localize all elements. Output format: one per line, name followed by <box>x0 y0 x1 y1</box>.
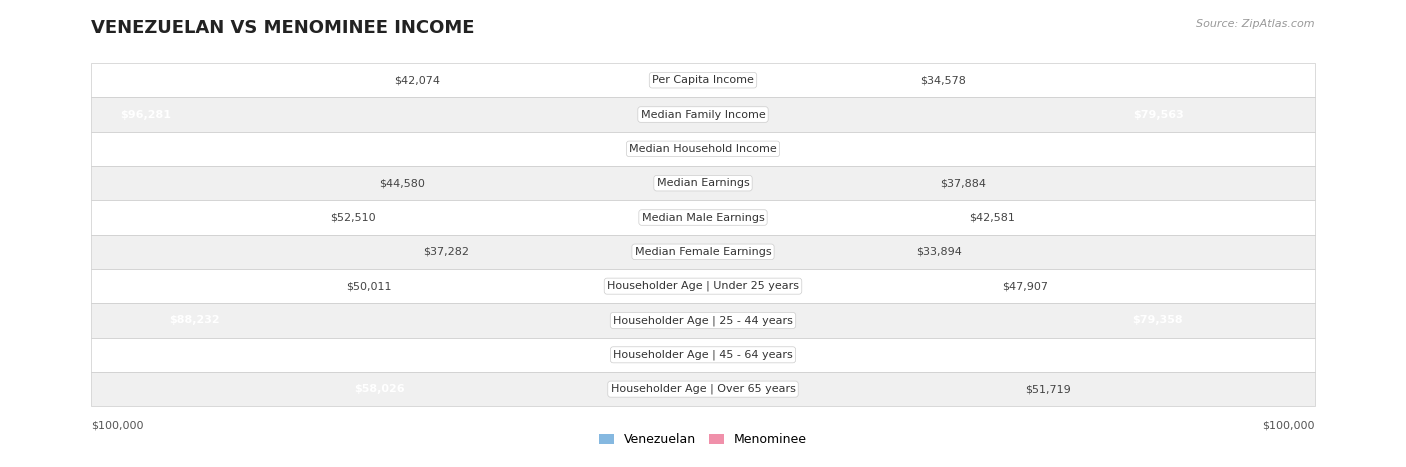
Text: $79,563: $79,563 <box>1133 110 1184 120</box>
Text: $34,578: $34,578 <box>920 75 966 85</box>
Text: $52,510: $52,510 <box>330 212 377 222</box>
Text: $79,358: $79,358 <box>1132 316 1182 325</box>
Text: $37,282: $37,282 <box>423 247 470 257</box>
Text: $100,000: $100,000 <box>91 420 143 430</box>
Text: $88,232: $88,232 <box>169 316 219 325</box>
Text: $33,894: $33,894 <box>915 247 962 257</box>
Text: Median Family Income: Median Family Income <box>641 110 765 120</box>
Text: $82,432: $82,432 <box>204 144 256 154</box>
Text: Source: ZipAtlas.com: Source: ZipAtlas.com <box>1197 19 1315 28</box>
Text: $58,026: $58,026 <box>354 384 405 394</box>
Text: Householder Age | 45 - 64 years: Householder Age | 45 - 64 years <box>613 350 793 360</box>
Text: Per Capita Income: Per Capita Income <box>652 75 754 85</box>
Text: $100,000: $100,000 <box>1263 420 1315 430</box>
Text: $51,719: $51,719 <box>1025 384 1071 394</box>
Text: $37,884: $37,884 <box>941 178 987 188</box>
Text: $76,903: $76,903 <box>1116 350 1168 360</box>
Text: $68,423: $68,423 <box>1064 144 1116 154</box>
Legend: Venezuelan, Menominee: Venezuelan, Menominee <box>595 428 811 452</box>
Text: Median Female Earnings: Median Female Earnings <box>634 247 772 257</box>
Text: Median Household Income: Median Household Income <box>628 144 778 154</box>
Text: $44,580: $44,580 <box>378 178 425 188</box>
Text: Median Male Earnings: Median Male Earnings <box>641 212 765 222</box>
Text: Householder Age | 25 - 44 years: Householder Age | 25 - 44 years <box>613 315 793 325</box>
Text: Householder Age | Under 25 years: Householder Age | Under 25 years <box>607 281 799 291</box>
Text: $47,907: $47,907 <box>1001 281 1047 291</box>
Text: $42,074: $42,074 <box>394 75 440 85</box>
Text: Median Earnings: Median Earnings <box>657 178 749 188</box>
Text: VENEZUELAN VS MENOMINEE INCOME: VENEZUELAN VS MENOMINEE INCOME <box>91 19 475 37</box>
Text: $42,581: $42,581 <box>969 212 1015 222</box>
Text: $96,460: $96,460 <box>118 350 170 360</box>
Text: $96,281: $96,281 <box>120 110 170 120</box>
Text: $50,011: $50,011 <box>346 281 391 291</box>
Text: Householder Age | Over 65 years: Householder Age | Over 65 years <box>610 384 796 394</box>
